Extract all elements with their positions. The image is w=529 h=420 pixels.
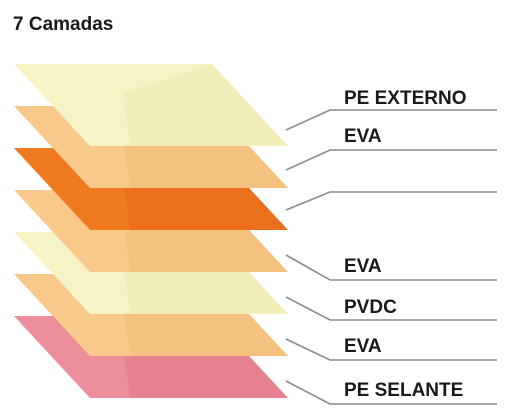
leader-line-1	[285, 338, 497, 361]
layer-label-6: PE EXTERNO	[344, 88, 466, 109]
layer-label-2: PVDC	[344, 297, 397, 318]
layer-label-3: EVA	[344, 256, 382, 277]
layer-label-1: EVA	[344, 336, 382, 357]
leader-line-3	[285, 254, 497, 281]
leader-line-4	[285, 191, 497, 211]
leader-line-6	[285, 109, 497, 131]
leader-line-0	[285, 380, 497, 405]
leader-line-2	[285, 296, 497, 321]
leader-line-5	[285, 149, 497, 171]
layer-label-5: EVA	[344, 126, 382, 147]
diagram-title: 7 Camadas	[13, 14, 114, 35]
layer-shade	[123, 64, 288, 146]
layer-label-0: PE SELANTE	[344, 380, 463, 401]
layer-6	[14, 64, 288, 146]
